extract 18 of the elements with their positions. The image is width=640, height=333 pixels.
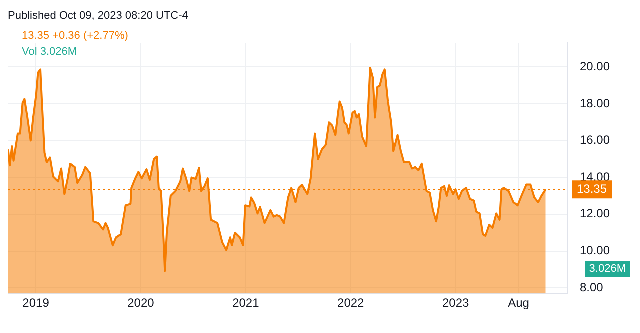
text: Published Oct 09, 2023 08:20 UTC-4: [8, 9, 190, 24]
ref-line-label: 13.35: [577, 182, 608, 196]
x-tick-label: 2023: [442, 296, 470, 310]
text: 13.35 +0.36 (+2.77%): [22, 30, 128, 42]
annotation: Vol 3.026M: [22, 46, 78, 58]
y-tick-label: 12.00: [580, 206, 610, 221]
y-tick-label: 16.00: [580, 133, 610, 148]
x-tick-label: Aug: [508, 296, 530, 310]
x-tick-label: 2020: [128, 296, 155, 310]
text: 3.026M: [585, 261, 630, 277]
x-tick-label: 2022: [338, 296, 365, 310]
y-tick-label: 14.00: [580, 170, 610, 184]
y-tick-label: 10.00: [580, 244, 610, 258]
x-tick-label: 2021: [232, 296, 260, 310]
y-tick-label: 18.00: [580, 96, 610, 110]
y-tick-label: 8.00: [580, 280, 604, 294]
y-tick-label: 20.00: [580, 59, 610, 74]
x-tick-label: 2019: [22, 296, 50, 310]
